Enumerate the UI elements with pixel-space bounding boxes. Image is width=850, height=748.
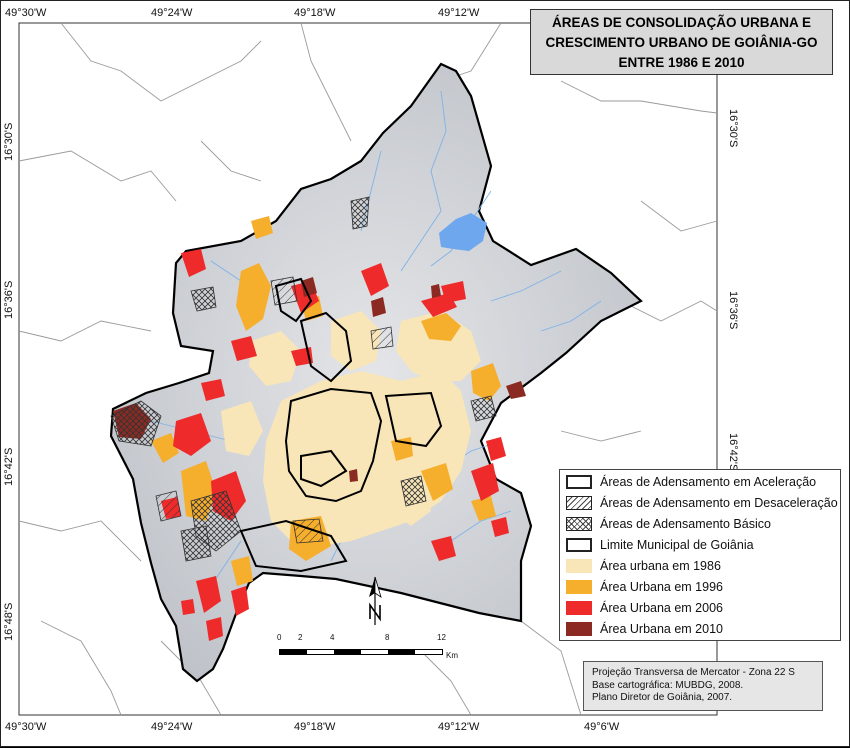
legend-item-decelerating: Áreas de Adensamento em Desaceleração bbox=[566, 494, 838, 512]
credits-base: Base cartográfica: MUBDG, 2008. bbox=[592, 679, 744, 691]
title-line-3: ENTRE 1986 E 2010 bbox=[618, 55, 745, 70]
scale-bar-graphic bbox=[279, 649, 443, 655]
title-line-2: CRESCIMENTO URBANO DE GOIÂNIA-GO bbox=[545, 35, 818, 50]
scale-label-2: 2 bbox=[298, 633, 303, 642]
scale-bar: 0 2 4 8 12 Km bbox=[271, 633, 471, 663]
legend-item-accelerating: Áreas de Adensamento em Aceleração bbox=[566, 473, 816, 491]
coord-left-2: 16°36'S bbox=[3, 280, 15, 319]
coord-bottom-1: 49°30'W bbox=[5, 721, 47, 733]
coord-bottom-2: 49°24'W bbox=[151, 721, 193, 733]
coord-bottom-3: 49°18'W bbox=[294, 721, 336, 733]
coord-right-3: 16°42'S bbox=[727, 433, 739, 472]
legend-label: Área Urbana em 2010 bbox=[600, 622, 723, 636]
legend-item-2010: Área Urbana em 2010 bbox=[566, 620, 723, 638]
scale-unit: Km bbox=[446, 651, 458, 660]
legend-item-1986: Área urbana em 1986 bbox=[566, 557, 721, 575]
legend-swatch-accelerating bbox=[566, 475, 592, 489]
accelerating-densification-areas bbox=[239, 277, 443, 573]
legend: Áreas de Adensamento em Aceleração Áreas… bbox=[559, 469, 841, 641]
legend-label: Áreas de Adensamento Básico bbox=[600, 517, 771, 531]
legend-label: Área Urbana em 2006 bbox=[600, 601, 723, 615]
legend-label: Limite Municipal de Goiânia bbox=[600, 538, 754, 552]
scale-label-4: 4 bbox=[330, 633, 335, 642]
legend-label: Área Urbana em 1996 bbox=[600, 580, 723, 594]
coord-right-1: 16°30'S bbox=[727, 109, 739, 148]
legend-swatch-decelerating bbox=[566, 496, 592, 510]
urban-area-2006 bbox=[161, 249, 509, 641]
coord-top-4: 49°12'W bbox=[438, 7, 480, 19]
legend-swatch-municipal-limit bbox=[566, 538, 592, 552]
basic-densification-areas bbox=[110, 196, 497, 562]
coord-left-3: 16°42'S bbox=[3, 447, 15, 486]
legend-swatch-2010 bbox=[566, 622, 592, 636]
coord-top-2: 49°24'W bbox=[151, 7, 193, 19]
north-arrow-icon bbox=[369, 576, 382, 625]
coord-bottom-5: 49°6'W bbox=[584, 721, 620, 733]
coord-left-1: 16°30'S bbox=[3, 122, 15, 161]
water-reservoir bbox=[439, 213, 487, 251]
legend-item-1996: Área Urbana em 1996 bbox=[566, 578, 723, 596]
legend-item-municipal-limit: Limite Municipal de Goiânia bbox=[566, 536, 754, 554]
legend-label: Área urbana em 1986 bbox=[600, 559, 721, 573]
title-line-1: ÁREAS DE CONSOLIDAÇÃO URBANA E bbox=[551, 15, 811, 30]
legend-item-2006: Área Urbana em 2006 bbox=[566, 599, 723, 617]
scale-label-12: 12 bbox=[437, 633, 446, 642]
legend-swatch-basic bbox=[566, 517, 592, 531]
legend-label: Áreas de Adensamento em Aceleração bbox=[600, 475, 817, 489]
legend-swatch-1996 bbox=[566, 580, 592, 594]
coord-top-1: 49°30'W bbox=[5, 7, 47, 19]
credits-plan: Plano Diretor de Goiânia, 2007. bbox=[592, 692, 733, 703]
coord-right-2: 16°36'S bbox=[727, 291, 739, 330]
credits-projection: Projeção Transversa de Mercator - Zona 2… bbox=[592, 667, 795, 678]
neighbor-boundaries bbox=[18, 22, 718, 716]
coord-left-4: 16°48'S bbox=[3, 602, 15, 641]
map-credits: Projeção Transversa de Mercator - Zona 2… bbox=[583, 661, 823, 711]
scale-label-0: 0 bbox=[277, 633, 282, 642]
map-title: ÁREAS DE CONSOLIDAÇÃO URBANA E CRESCIMEN… bbox=[530, 9, 833, 75]
legend-swatch-2006 bbox=[566, 601, 592, 615]
coord-bottom-4: 49°12'W bbox=[438, 721, 480, 733]
legend-item-basic: Áreas de Adensamento Básico bbox=[566, 515, 771, 533]
scale-label-8: 8 bbox=[385, 633, 390, 642]
coord-top-3: 49°18'W bbox=[294, 7, 336, 19]
legend-swatch-1986 bbox=[566, 559, 592, 573]
legend-label: Áreas de Adensamento em Desaceleração bbox=[600, 496, 838, 510]
